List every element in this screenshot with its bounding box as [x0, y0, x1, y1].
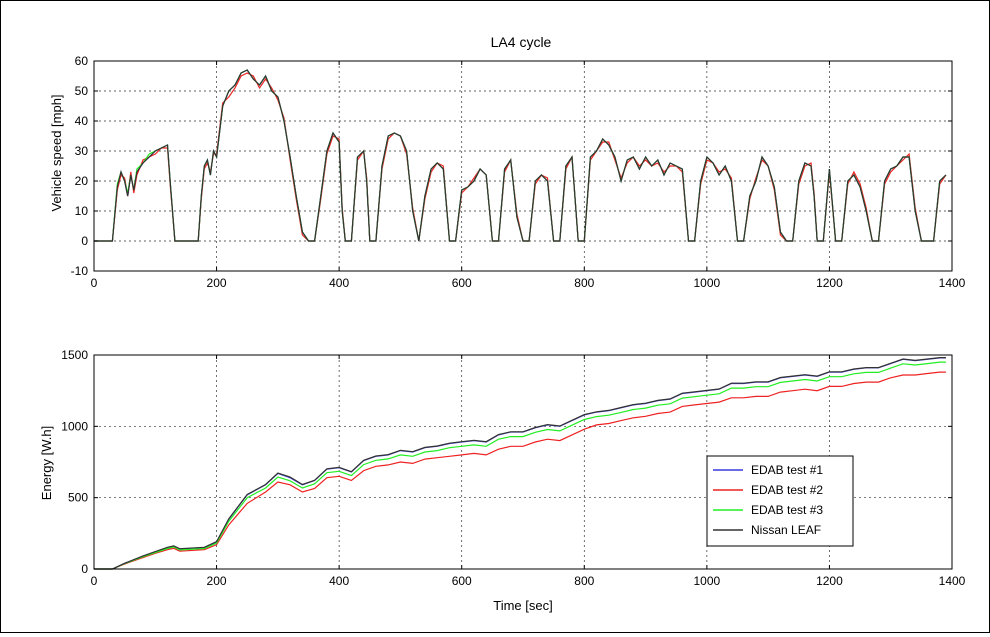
- speed-plot: LA4 cycle Vehicle speed [mph] 0 200 400 600…: [49, 34, 966, 290]
- energy-x-tick-label: 800: [574, 574, 594, 588]
- legend-label: EDAB test #1: [751, 463, 823, 477]
- energy-series-edab-test-3: [94, 361, 946, 570]
- energy-x-tick-label: 400: [329, 574, 349, 588]
- energy-x-tick-label: 1000: [694, 574, 721, 588]
- legend-label: EDAB test #3: [751, 503, 823, 517]
- speed-y-tick-label: 10: [75, 204, 89, 218]
- energy-series-nissan-leaf: [94, 357, 946, 570]
- energy-plot: Energy [W.h] Time [sec] 0 200 400 600 800 100…: [39, 348, 966, 613]
- energy-y-tick-label: 1500: [61, 348, 88, 362]
- energy-y-tick-label: 1000: [61, 419, 88, 433]
- speed-y-tick-label: -10: [71, 264, 89, 278]
- speed-x-tick-label: 1200: [816, 276, 843, 290]
- energy-y-tick-label: 500: [68, 491, 88, 505]
- speed-axes-box: [93, 60, 953, 272]
- energy-x-tick-label: 0: [91, 574, 98, 588]
- legend-label: EDAB test #2: [751, 483, 823, 497]
- speed-x-tick-label: 0: [91, 276, 98, 290]
- energy-x-tick-label: 1400: [939, 574, 966, 588]
- chart-title: LA4 cycle: [491, 34, 552, 50]
- speed-series-edab-test-1: [94, 69, 947, 242]
- energy-series-edab-test-2: [94, 371, 946, 570]
- speed-y-tick-label: 30: [75, 144, 89, 158]
- speed-y-tick-label: 50: [75, 84, 89, 98]
- legend-label: Nissan LEAF: [751, 523, 821, 537]
- speed-series-nissan-leaf: [94, 69, 947, 242]
- speed-x-tick-label: 1000: [694, 276, 721, 290]
- speed-y-tick-label: 20: [75, 174, 89, 188]
- speed-x-tick-label: 200: [207, 276, 227, 290]
- energy-y-tick-label: 0: [81, 562, 88, 576]
- speed-series-edab-test-2: [94, 72, 947, 242]
- speed-y-tick-label: 0: [81, 234, 88, 248]
- speed-y-tick-label: 40: [75, 114, 89, 128]
- speed-x-tick-label: 400: [329, 276, 349, 290]
- speed-y-axis-label: Vehicle speed [mph]: [49, 94, 64, 211]
- time-x-axis-label: Time [sec]: [493, 598, 552, 613]
- energy-y-axis-label: Energy [W.h]: [39, 426, 54, 500]
- energy-x-tick-label: 600: [452, 574, 472, 588]
- energy-axes-box: [93, 354, 953, 570]
- speed-x-tick-label: 600: [452, 276, 472, 290]
- energy-x-tick-label: 1200: [816, 574, 843, 588]
- energy-x-tick-label: 200: [207, 574, 227, 588]
- legend-box: [706, 455, 854, 547]
- speed-series-edab-test-3: [94, 69, 947, 242]
- speed-x-tick-label: 1400: [939, 276, 966, 290]
- speed-y-tick-label: 60: [75, 54, 89, 68]
- speed-x-tick-label: 800: [574, 276, 594, 290]
